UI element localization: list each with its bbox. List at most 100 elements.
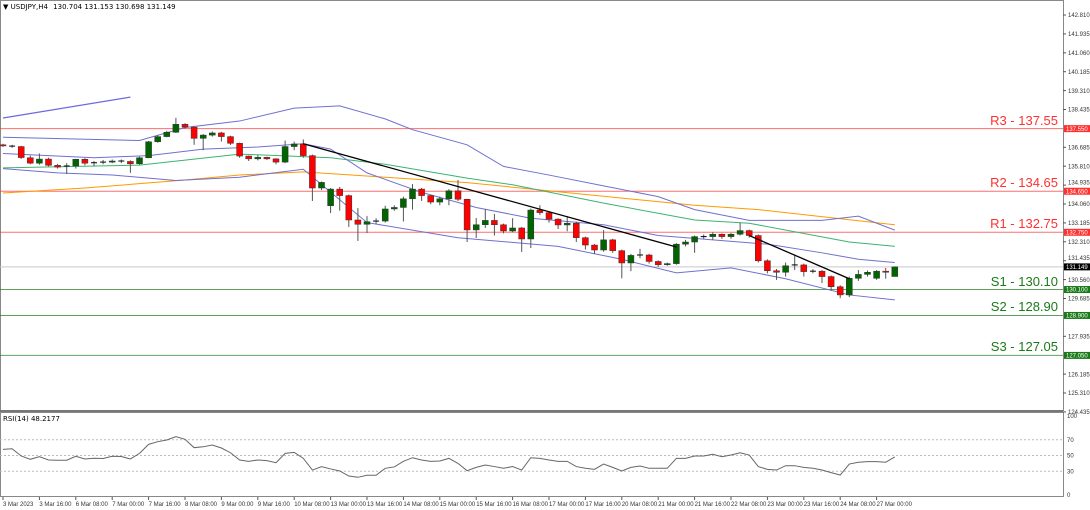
candle [836, 285, 844, 299]
candle-body [873, 270, 880, 279]
current-price-tag [1064, 263, 1090, 271]
candle [400, 196, 407, 222]
x-tick-label: 22 Mar 08:00 [731, 502, 767, 508]
rsi-tick-label: 70 [1067, 438, 1074, 444]
candle [300, 139, 307, 158]
candle-body [36, 158, 43, 164]
candle [136, 156, 143, 165]
candle [509, 218, 516, 233]
y-tick-label: 140.185 [1068, 70, 1090, 76]
y-tick-label: 127.935 [1068, 335, 1090, 341]
candle [154, 135, 161, 143]
x-tick-label: 21 Mar 00:00 [658, 502, 694, 508]
candle [791, 254, 798, 271]
resistance-level-label: R1 - 132.75 [990, 216, 1058, 232]
candle [72, 158, 80, 169]
x-tick-label: 9 Mar 16:00 [258, 502, 291, 508]
resistance-price-tag [1064, 125, 1090, 133]
resistance-level-label: R3 - 137.55 [990, 112, 1058, 128]
candle [245, 155, 252, 162]
candle [855, 270, 862, 281]
y-tick-label: 124.435 [1068, 410, 1090, 416]
resistance-price-tag [1064, 228, 1090, 236]
y-tick-label: 126.185 [1068, 372, 1090, 378]
candle [800, 263, 808, 277]
candle-body [645, 254, 653, 262]
candle [609, 238, 616, 253]
candle [363, 216, 371, 233]
x-tick-label: 10 Mar 08:00 [294, 502, 330, 508]
moving-average-green [2, 153, 895, 247]
candle [482, 208, 489, 228]
y-tick-label: 131.435 [1068, 256, 1090, 262]
candle-body [800, 264, 808, 272]
candle [873, 270, 880, 280]
candle [782, 262, 789, 277]
y-tick-label: 139.310 [1068, 89, 1090, 95]
candle-body [427, 195, 434, 203]
x-tick-label: 17 Mar 00:00 [549, 502, 585, 508]
candle [818, 270, 826, 284]
candle [263, 156, 271, 160]
candle [736, 222, 744, 236]
price-panel-frame [0, 0, 1064, 411]
candle-body [591, 244, 598, 251]
candle-body [573, 222, 580, 238]
candle-body [545, 212, 553, 220]
x-tick-label: 21 Mar 16:00 [695, 502, 731, 508]
y-tick-label: 136.685 [1068, 146, 1090, 152]
candle [381, 205, 389, 223]
y-tick-label: 132.310 [1068, 240, 1090, 246]
candle-body [254, 157, 262, 160]
candle-body [72, 159, 80, 167]
candle [718, 233, 726, 239]
candle [108, 159, 116, 164]
candle-body [0, 144, 7, 147]
candle-body [45, 158, 52, 166]
trendline [303, 143, 677, 248]
candle-body [445, 190, 453, 200]
rsi-tick-label: 30 [1067, 470, 1074, 476]
support-price-tag [1064, 351, 1090, 359]
candle-body [190, 126, 198, 139]
candle-body [782, 265, 789, 273]
bollinger-upper-band [2, 105, 895, 231]
symbol-label: USDJPY,H4 [10, 3, 48, 11]
candle-body [345, 195, 353, 221]
candle-body [664, 263, 671, 265]
candle-body [709, 233, 717, 237]
candle-body [745, 230, 753, 236]
candle [591, 244, 598, 254]
candle [181, 123, 189, 129]
resistance-level-label: R2 - 134.65 [990, 175, 1058, 191]
candle [17, 145, 25, 159]
candle [227, 135, 234, 145]
candle [463, 198, 471, 243]
x-tick-label: 3 Mar 2023 [3, 502, 34, 508]
candle-body [245, 155, 252, 160]
candle-body [381, 208, 389, 222]
candle [172, 117, 180, 133]
candle-body [618, 250, 626, 264]
candle [81, 158, 89, 166]
y-tick-label: 142.810 [1068, 13, 1090, 19]
resistance-price-tag-text: 137.550 [1066, 127, 1088, 133]
candle [318, 181, 325, 191]
candle [0, 143, 7, 147]
candle-body [654, 261, 662, 265]
x-tick-label: 27 Mar 00:00 [877, 502, 913, 508]
candle-body [263, 157, 271, 160]
candle [846, 276, 853, 298]
candle [409, 184, 416, 210]
collapse-triangle-icon[interactable]: ▼ [3, 3, 9, 11]
candle [281, 140, 289, 164]
candle-body [836, 286, 844, 296]
candle [700, 234, 707, 239]
candle-body [500, 224, 507, 232]
candle [500, 223, 507, 234]
candle [345, 194, 353, 227]
candle-body [108, 160, 116, 163]
candle [100, 159, 107, 165]
